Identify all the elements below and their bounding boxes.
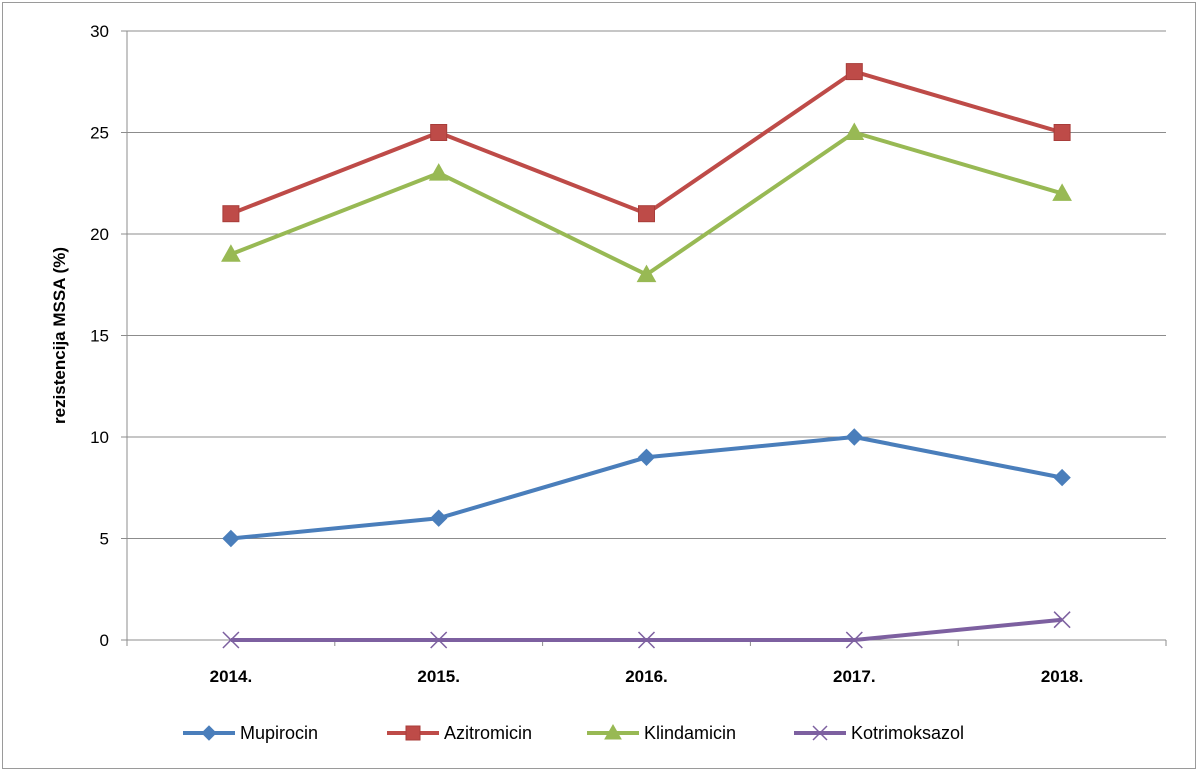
data-point-x-stroke (1053, 611, 1071, 629)
legend-item-kotrimoksazol: Kotrimoksazol (794, 723, 964, 743)
data-point-square (638, 205, 655, 223)
data-point-x (222, 631, 240, 649)
series-mupirocin (222, 428, 1071, 548)
data-point-square (1053, 124, 1071, 141)
axes: 0 5 10 15 20 25 30 2014. 2015. 2016. 2017. 2018. (90, 22, 1167, 686)
data-point-x (812, 725, 828, 741)
data-point-diamond (222, 529, 240, 548)
x-tick-label: 2014. (210, 667, 253, 686)
data-point-diamond (201, 725, 217, 741)
x-tick-label: 2017. (833, 667, 876, 686)
legend-item-azitromicin: Azitromicin (387, 723, 532, 743)
data-point-x-stroke (845, 631, 863, 649)
data-point-square (430, 124, 448, 141)
legend: Mupirocin Azitromicin Klindamicin Kotrimoks… (183, 723, 964, 743)
data-point-x (845, 631, 863, 649)
legend-label: Kotrimoksazol (851, 723, 964, 743)
y-axis-label: rezistencija MSSA (%) (50, 247, 69, 424)
data-point-x-stroke (812, 725, 828, 741)
y-tick-label: 10 (90, 428, 109, 447)
data-point-square (222, 205, 240, 223)
data-point-x (637, 631, 656, 649)
data-point-triangle (428, 163, 449, 181)
legend-item-mupirocin: Mupirocin (183, 723, 318, 743)
data-point-x-stroke (430, 631, 448, 649)
data-point-square (405, 725, 421, 741)
x-tick-label: 2015. (417, 667, 460, 686)
series-line (230, 617, 1063, 642)
y-tick-label: 5 (100, 530, 109, 549)
data-point-triangle (636, 264, 657, 283)
data-point-square (845, 63, 863, 81)
data-point-x-stroke (637, 631, 656, 649)
data-point-diamond (637, 448, 656, 467)
series-kotrimoksazol (222, 611, 1071, 649)
legend-item-klindamicin: Klindamicin (587, 723, 736, 743)
data-point-diamond (845, 428, 864, 446)
x-tick-label: 2016. (625, 667, 668, 686)
y-tick-label: 0 (100, 631, 109, 650)
y-tick-label: 30 (90, 22, 109, 41)
data-point-triangle (604, 723, 622, 740)
data-point-triangle (221, 244, 241, 262)
y-tick-label: 20 (90, 225, 109, 244)
series-klindamicin (221, 122, 1072, 283)
legend-label: Klindamicin (644, 723, 736, 743)
y-tick-label: 25 (90, 124, 109, 143)
x-tick-label: 2018. (1041, 667, 1084, 686)
data-point-diamond (429, 509, 448, 527)
data-point-x (1053, 611, 1071, 629)
data-point-diamond (1053, 468, 1071, 487)
series-lines (221, 63, 1072, 649)
legend-label: Mupirocin (240, 723, 318, 743)
series-line (230, 130, 1063, 277)
series-line (230, 69, 1063, 216)
data-point-x (430, 631, 448, 649)
data-point-triangle (844, 122, 865, 140)
series-azitromicin (222, 63, 1071, 223)
legend-label: Azitromicin (444, 723, 532, 743)
data-point-x-stroke (222, 631, 240, 649)
data-point-triangle (1052, 183, 1072, 201)
gridlines (127, 30, 1166, 641)
line-chart: 0 5 10 15 20 25 30 2014. 2015. 2016. 2017. 2018. re… (50, 22, 1167, 743)
y-tick-label: 15 (90, 327, 109, 346)
